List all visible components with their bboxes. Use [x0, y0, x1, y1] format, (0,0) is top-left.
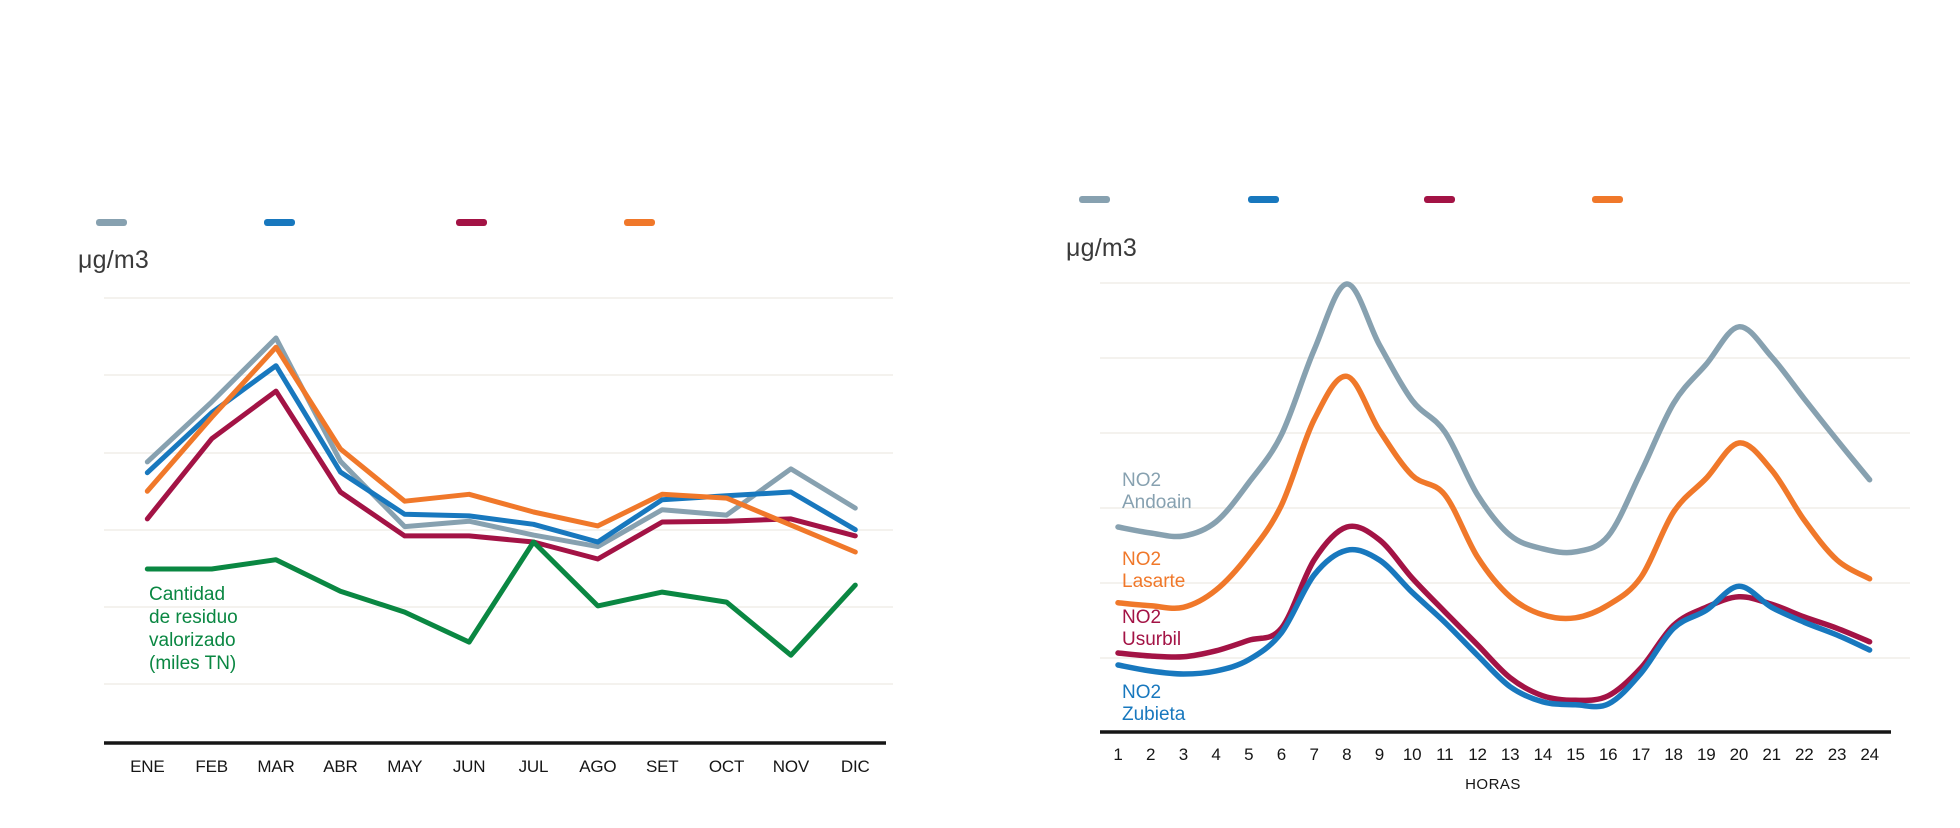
- data-line-no2-andoain: [1115, 281, 1873, 556]
- x-tick-label: ABR: [323, 757, 358, 776]
- x-tick-label: 12: [1468, 745, 1487, 764]
- x-tick-label: NOV: [772, 757, 810, 776]
- x-tick-label: 9: [1374, 745, 1385, 764]
- x-tick-label: 17: [1631, 745, 1651, 764]
- x-tick-label: MAY: [387, 757, 423, 776]
- data-line-no2-usurbil: [1115, 523, 1873, 704]
- x-tick-label: JUL: [518, 757, 549, 776]
- x-tick-label: DIC: [840, 757, 870, 776]
- x-tick-label: 8: [1342, 745, 1352, 764]
- x-tick-label: 3: [1178, 745, 1188, 764]
- data-line: [144, 388, 858, 562]
- legend-swatch: [264, 219, 295, 226]
- x-tick-label: 15: [1566, 745, 1585, 764]
- x-tick-label: SET: [645, 757, 679, 776]
- x-tick-label: ENE: [130, 757, 165, 776]
- x-tick-label: 13: [1500, 745, 1520, 764]
- data-line: [144, 335, 858, 550]
- legend-swatch: [624, 219, 655, 226]
- data-line-no2-lasarte: [1115, 373, 1873, 622]
- x-tick-label: AGO: [579, 757, 617, 776]
- x-tick-label: 10: [1402, 745, 1422, 764]
- x-tick-label: 5: [1244, 745, 1254, 764]
- gridlines-hourly: [1100, 282, 1910, 659]
- legend-swatch: [1592, 196, 1623, 203]
- x-tick-label: 11: [1436, 745, 1454, 764]
- x-tick-label: FEB: [195, 757, 228, 776]
- legend-swatch: [1248, 196, 1279, 203]
- series-label: NO2 Zubieta: [1122, 682, 1186, 725]
- x-tick-label: 24: [1860, 745, 1879, 764]
- chart-hourly-unit-label: μg/m3: [1066, 234, 1137, 262]
- data-line: [144, 344, 858, 555]
- green-series-annotation: Cantidad de residuo valorizado (miles TN…: [149, 584, 238, 674]
- x-tick-label: 20: [1729, 745, 1749, 764]
- legend-swatch: [456, 219, 487, 226]
- x-tick-label: OCT: [708, 757, 745, 776]
- x-tick-label: 14: [1533, 745, 1553, 764]
- x-tick-label: 2: [1146, 745, 1156, 764]
- x-tick-label: 16: [1598, 745, 1618, 764]
- data-line-no2-zubieta: [1115, 546, 1873, 710]
- x-tick-label: 4: [1211, 745, 1221, 764]
- x-tick-label: 6: [1276, 745, 1287, 764]
- data-line-cantidad-de-residuo-valorizado-miles-tn-: [144, 539, 858, 658]
- x-tick-label: 19: [1696, 745, 1716, 764]
- series-label: NO2 Andoain: [1122, 470, 1192, 513]
- x-tick-label: 22: [1795, 745, 1814, 764]
- chart-monthly-unit-label: μg/m3: [78, 246, 149, 274]
- x-tick-label: 23: [1827, 745, 1847, 764]
- x-tick-label: MAR: [257, 757, 295, 776]
- legend-swatch: [96, 219, 127, 226]
- x-tick-label: 18: [1664, 745, 1683, 764]
- legend-swatch: [1079, 196, 1110, 203]
- x-tick-label: 7: [1309, 745, 1319, 764]
- data-line: [144, 363, 858, 545]
- x-tick-label: 21: [1762, 745, 1781, 764]
- x-tick-label: JUN: [452, 757, 486, 776]
- series-label: NO2 Lasarte: [1122, 549, 1186, 592]
- legend-swatch: [1424, 196, 1455, 203]
- hours-axis-title: HORAS: [1465, 776, 1521, 793]
- x-tick-label: 1: [1113, 745, 1123, 764]
- series-label: NO2 Usurbil: [1122, 607, 1182, 650]
